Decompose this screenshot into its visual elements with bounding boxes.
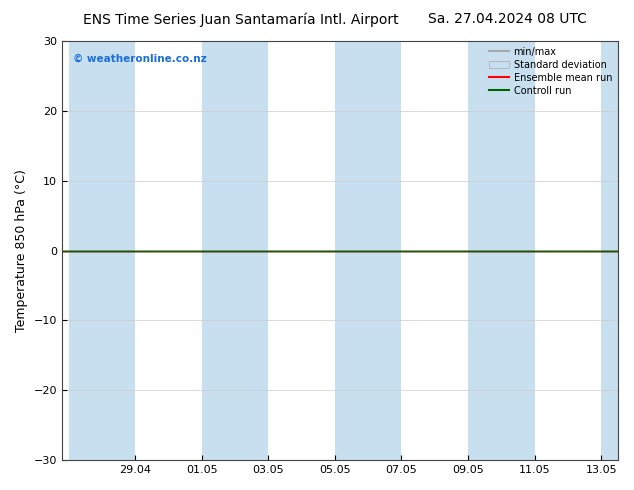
Text: ENS Time Series Juan Santamaría Intl. Airport: ENS Time Series Juan Santamaría Intl. Ai…	[83, 12, 399, 27]
Text: Sa. 27.04.2024 08 UTC: Sa. 27.04.2024 08 UTC	[428, 12, 586, 26]
Y-axis label: Temperature 850 hPa (°C): Temperature 850 hPa (°C)	[15, 169, 28, 332]
Text: © weatheronline.co.nz: © weatheronline.co.nz	[73, 53, 207, 64]
Bar	[468, 41, 534, 460]
Bar	[202, 41, 268, 460]
Legend: min/max, Standard deviation, Ensemble mean run, Controll run: min/max, Standard deviation, Ensemble me…	[486, 43, 616, 99]
Bar	[335, 41, 401, 460]
Bar	[68, 41, 135, 460]
Bar	[601, 41, 634, 460]
